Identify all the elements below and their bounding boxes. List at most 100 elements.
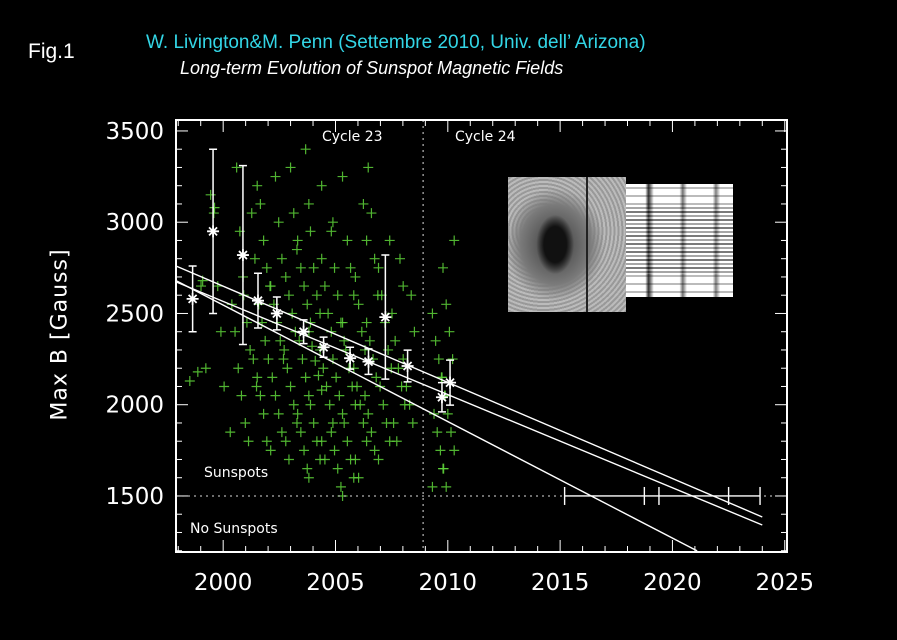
scatter-point bbox=[321, 381, 332, 392]
scatter-point bbox=[436, 372, 447, 383]
scatter-point bbox=[334, 390, 345, 401]
scatter-point bbox=[196, 281, 207, 292]
scatter-point bbox=[252, 180, 263, 191]
scatter-point bbox=[356, 326, 367, 337]
scatter-point bbox=[276, 427, 287, 438]
scatter-point bbox=[350, 271, 361, 282]
scatter-point bbox=[337, 408, 348, 419]
mean-point bbox=[362, 355, 375, 368]
scatter-point bbox=[366, 427, 377, 438]
scatter-point bbox=[353, 472, 364, 483]
scatter-point bbox=[280, 271, 291, 282]
scatter-point bbox=[430, 335, 441, 346]
scatter-point bbox=[308, 262, 319, 273]
scatter-point bbox=[353, 299, 364, 310]
scatter-point bbox=[209, 202, 220, 213]
scatter-point bbox=[285, 381, 296, 392]
scatter-point bbox=[310, 355, 321, 366]
fit-line bbox=[175, 265, 763, 518]
scatter-point bbox=[275, 335, 286, 346]
scatter-point bbox=[230, 326, 241, 337]
scatter-point bbox=[371, 372, 382, 383]
y-tick-label: 2500 bbox=[105, 301, 164, 327]
scatter-point bbox=[273, 408, 284, 419]
scatter-point bbox=[258, 235, 269, 246]
scatter-point bbox=[245, 344, 256, 355]
scatter-point bbox=[438, 463, 449, 474]
scatter-point bbox=[318, 363, 329, 374]
cycle-24-label: Cycle 24 bbox=[455, 129, 516, 145]
scatter-point bbox=[299, 281, 310, 292]
mean-point bbox=[435, 391, 448, 404]
scatter-point bbox=[240, 417, 251, 428]
scatter-point bbox=[340, 344, 351, 355]
scatter-point bbox=[329, 262, 340, 273]
y-tick-label: 3500 bbox=[105, 119, 164, 145]
scatter-point bbox=[335, 481, 346, 492]
scatter-point bbox=[258, 408, 269, 419]
scatter-point bbox=[279, 344, 290, 355]
scatter-point bbox=[287, 308, 298, 319]
scatter-point bbox=[319, 281, 330, 292]
scatter-point bbox=[184, 375, 195, 386]
scatter-point bbox=[363, 408, 374, 419]
sunspots-label: Sunspots bbox=[204, 465, 268, 481]
mean-point bbox=[317, 341, 330, 354]
scatter-point bbox=[316, 180, 327, 191]
scatter-point bbox=[313, 370, 324, 381]
spectrum-inset bbox=[626, 184, 733, 297]
scatter-point bbox=[326, 427, 337, 438]
scatter-point bbox=[351, 381, 362, 392]
scatter-point bbox=[233, 363, 244, 374]
mean-point bbox=[379, 311, 392, 324]
scatter-point bbox=[219, 381, 230, 392]
no-sunspots-label: No Sunspots bbox=[190, 521, 278, 537]
chart-title: W. Livington&M. Penn (Settembre 2010, Un… bbox=[146, 32, 646, 53]
scatter-point bbox=[391, 436, 402, 447]
scatter-point bbox=[358, 417, 369, 428]
scatter-point bbox=[432, 427, 443, 438]
figure-label: Fig.1 bbox=[28, 40, 75, 63]
scatter-point bbox=[295, 262, 306, 273]
scatter-point bbox=[447, 354, 458, 365]
scatter-point bbox=[303, 198, 314, 209]
scatter-point bbox=[363, 162, 374, 173]
scatter-point bbox=[303, 390, 314, 401]
scatter-point bbox=[332, 290, 343, 301]
scatter-point bbox=[307, 341, 318, 352]
scatter-point bbox=[331, 372, 342, 383]
scatter-point bbox=[378, 399, 389, 410]
scatter-point bbox=[255, 390, 266, 401]
scatter-point bbox=[243, 436, 254, 447]
scatter-point bbox=[401, 381, 412, 392]
scatter-point bbox=[246, 208, 257, 219]
scatter-point bbox=[291, 417, 302, 428]
x-tick-label: 2015 bbox=[531, 570, 590, 596]
scatter-point bbox=[251, 381, 262, 392]
scatter-point bbox=[327, 417, 338, 428]
mean-point bbox=[344, 352, 357, 365]
scatter-point bbox=[255, 198, 266, 209]
scatter-point bbox=[373, 454, 384, 465]
scatter-point bbox=[260, 335, 271, 346]
scatter-point bbox=[316, 253, 327, 264]
scatter-point bbox=[332, 463, 343, 474]
scatter-point bbox=[409, 326, 420, 337]
y-tick-label: 1500 bbox=[105, 484, 164, 510]
scatter-point bbox=[252, 372, 263, 383]
scatter-point bbox=[364, 335, 375, 346]
x-tick-label: 2025 bbox=[755, 570, 814, 596]
scatter-point bbox=[270, 171, 281, 182]
scatter-point bbox=[361, 235, 372, 246]
x-tick-label: 2010 bbox=[419, 570, 478, 596]
scatter-point bbox=[261, 262, 272, 273]
mean-point bbox=[297, 325, 310, 338]
y-tick-label: 3000 bbox=[105, 210, 164, 236]
scatter-point bbox=[358, 198, 369, 209]
scatter-point bbox=[208, 208, 219, 219]
scatter-point bbox=[361, 317, 372, 328]
scatter-point bbox=[337, 317, 348, 328]
x-tick-label: 2020 bbox=[643, 570, 702, 596]
scatter-point bbox=[288, 208, 299, 219]
scatter-point bbox=[276, 253, 287, 264]
